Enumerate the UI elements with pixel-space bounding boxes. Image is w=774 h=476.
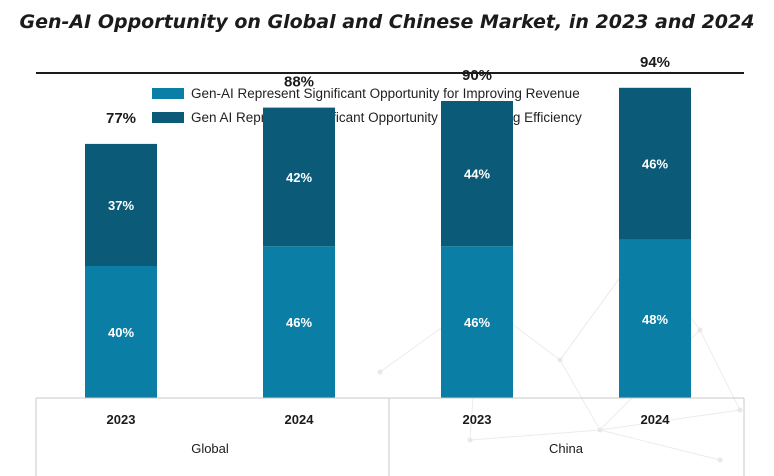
background-network-node [597,427,603,433]
x-tick-label: 2024 [641,412,671,427]
legend-item-revenue: Gen-AI Represent Significant Opportunity… [152,81,582,105]
legend-swatch-efficiency [152,111,184,123]
data-label-revenue: 40% [108,325,134,340]
data-label-efficiency: 37% [108,198,134,213]
total-label: 90% [462,67,492,84]
data-label-efficiency: 42% [286,170,312,185]
data-label-efficiency: 46% [642,157,668,172]
background-network-node [377,369,383,375]
group-label: China [549,441,584,456]
bar-efficiency [619,87,691,240]
background-network-node [717,457,723,463]
bar-efficiency [441,101,513,247]
data-label-revenue: 48% [642,312,668,327]
background-network-line [599,429,721,461]
data-label-efficiency: 44% [464,167,490,182]
background-network-line [699,329,741,411]
total-label: 88% [284,74,314,91]
total-label: 77% [106,110,136,127]
data-label-revenue: 46% [464,315,490,330]
chart-title: Gen-AI Opportunity on Global and Chinese… [19,11,755,33]
bar-revenue [263,246,335,398]
legend-label-revenue: Gen-AI Represent Significant Opportunity… [191,85,580,101]
background-network-node [467,437,473,443]
background-network-line [469,429,601,441]
background-network-line [599,409,741,431]
background-network-node [557,357,563,363]
bar-revenue [619,239,691,398]
legend-swatch-revenue [152,87,184,99]
bar-revenue [441,246,513,398]
background-network-line [559,359,601,431]
background-network-node [697,327,703,333]
group-label: Global [191,441,229,456]
title-divider [36,72,744,74]
x-tick-label: 2024 [285,412,315,427]
bar-efficiency [263,107,335,247]
bar-revenue [85,266,157,398]
x-tick-label: 2023 [107,412,136,427]
data-label-revenue: 46% [286,315,312,330]
x-tick-label: 2023 [463,412,492,427]
total-label: 94% [640,54,670,71]
background-network-node [737,407,743,413]
bar-efficiency [85,143,157,266]
